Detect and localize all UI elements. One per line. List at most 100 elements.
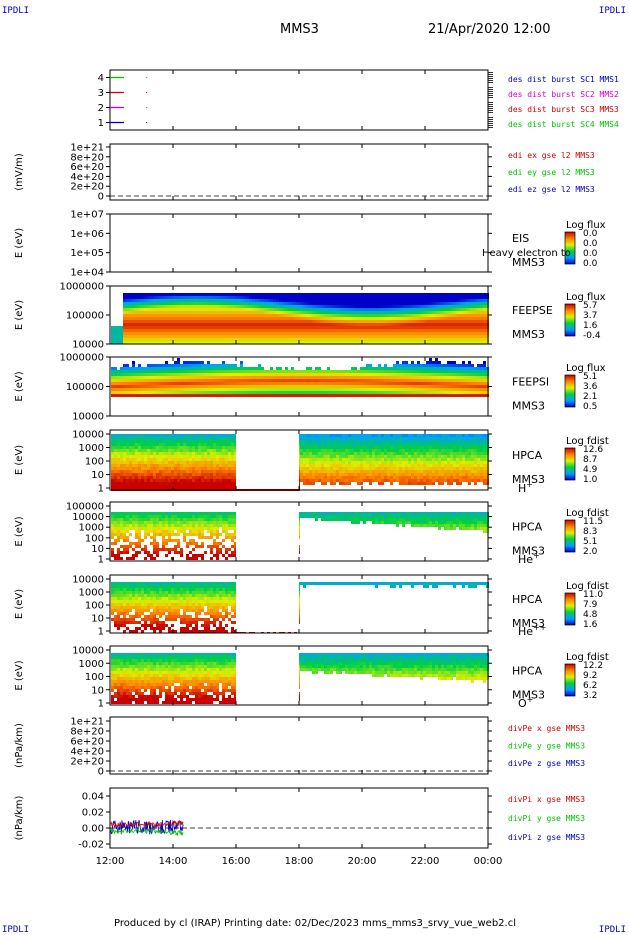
spectrogram-cell	[315, 311, 318, 314]
spectrogram-cell	[381, 394, 384, 397]
spectrogram-cell	[195, 382, 198, 385]
spectrogram-cell	[189, 293, 192, 296]
spectrogram-cell	[438, 335, 441, 338]
spectrogram-cell	[348, 311, 351, 314]
y-tick-label: 1e+07	[70, 210, 104, 221]
spectrogram-cell	[384, 335, 387, 338]
spectrogram-cell	[156, 385, 159, 388]
spectrogram-cell	[126, 443, 129, 446]
spectrogram-cell	[273, 320, 276, 323]
spectrogram-cell	[384, 367, 387, 370]
spectrogram-cell	[120, 461, 123, 464]
spectrogram-cell	[186, 452, 189, 455]
spectrogram-cell	[138, 394, 141, 397]
spectrogram-cell	[321, 449, 324, 452]
spectrogram-cell	[201, 379, 204, 382]
spectrogram-cell	[126, 308, 129, 311]
spectrogram-cell	[306, 332, 309, 335]
spectrogram-cell	[324, 449, 327, 452]
spectrogram-cell	[387, 296, 390, 299]
spectrogram-cell	[255, 323, 258, 326]
spectrogram-cell	[279, 332, 282, 335]
spectrogram-cell	[456, 329, 459, 332]
spectrogram-cell	[360, 323, 363, 326]
spectrogram-cell	[369, 338, 372, 341]
spectrogram-cell	[462, 338, 465, 341]
spectrogram-cell	[201, 464, 204, 467]
spectrogram-cell	[231, 394, 234, 397]
spectrogram-cell	[219, 473, 222, 476]
spectrogram-cell	[234, 391, 237, 394]
spectrogram-cell	[186, 329, 189, 332]
spectrogram-cell	[159, 473, 162, 476]
spectrogram-cell	[306, 482, 309, 485]
spectrogram-cell	[282, 382, 285, 385]
spectrogram-cell	[234, 323, 237, 326]
spectrogram-cell	[438, 361, 441, 364]
colorbar-tick-label: 0.0	[583, 249, 598, 259]
spectrogram-cell	[168, 311, 171, 314]
spectrogram-cell	[225, 394, 228, 397]
spectrogram-cell	[270, 335, 273, 338]
spectrogram-cell	[195, 452, 198, 455]
spectrogram-cell	[369, 364, 372, 367]
spectrogram-cell	[306, 467, 309, 470]
spectrogram-cell	[318, 379, 321, 382]
spectrogram-cell	[246, 376, 249, 379]
spectrogram-cell	[195, 455, 198, 458]
spectrogram-cell	[189, 464, 192, 467]
spectrogram-cell	[246, 317, 249, 320]
spectrogram-cell	[249, 373, 252, 376]
spectrogram-cell	[210, 326, 213, 329]
spectrogram-cell	[423, 370, 426, 373]
spectrogram-cell	[354, 379, 357, 382]
spectrogram-cell	[300, 470, 303, 473]
spectrogram-cell	[315, 470, 318, 473]
spectrogram-cell	[300, 308, 303, 311]
spectrogram-cell	[384, 385, 387, 388]
spectrogram-cell	[453, 370, 456, 373]
spectrogram-cell	[138, 485, 141, 488]
spectrogram-cell	[411, 382, 414, 385]
spectrogram-cell	[189, 437, 192, 440]
spectrogram-cell	[324, 296, 327, 299]
spectrogram-cell	[144, 302, 147, 305]
spectrogram-cell	[189, 323, 192, 326]
spectrogram-cell	[411, 376, 414, 379]
spectrogram-cell	[294, 388, 297, 391]
y-tick-label: 1000000	[59, 353, 104, 364]
spectrogram-cell	[222, 452, 225, 455]
spectrogram-cell	[312, 455, 315, 458]
spectrogram-cell	[162, 317, 165, 320]
spectrogram-cell	[474, 305, 477, 308]
spectrogram-cell	[306, 317, 309, 320]
spectrogram-cell	[468, 314, 471, 317]
spectrogram-cell	[273, 332, 276, 335]
spectrogram-cell	[309, 479, 312, 482]
spectrogram-cell	[306, 449, 309, 452]
spectrogram-cell	[420, 338, 423, 341]
spectrogram-cell	[186, 479, 189, 482]
spectrogram-cell	[414, 367, 417, 370]
spectrogram-cell	[357, 317, 360, 320]
spectrogram-cell	[150, 479, 153, 482]
spectrogram-cell	[396, 317, 399, 320]
spectrogram-cell	[171, 467, 174, 470]
spectrogram-cell	[393, 326, 396, 329]
spectrogram-cell	[231, 296, 234, 299]
spectrogram-cell	[366, 329, 369, 332]
spectrogram-cell	[174, 370, 177, 373]
spectrogram-cell	[426, 388, 429, 391]
spectrogram-cell	[183, 443, 186, 446]
spectrogram-cell	[231, 385, 234, 388]
spectrogram-cell	[216, 458, 219, 461]
spectrogram-cells	[111, 434, 489, 491]
spectrogram-cell	[333, 376, 336, 379]
spectrogram-cell	[222, 473, 225, 476]
spectrogram-cell	[336, 373, 339, 376]
spectrogram-cell	[324, 461, 327, 464]
spectrogram-cell	[192, 382, 195, 385]
spectrogram-cell	[471, 335, 474, 338]
spectrogram-cell	[150, 446, 153, 449]
spectrogram-cell	[390, 335, 393, 338]
